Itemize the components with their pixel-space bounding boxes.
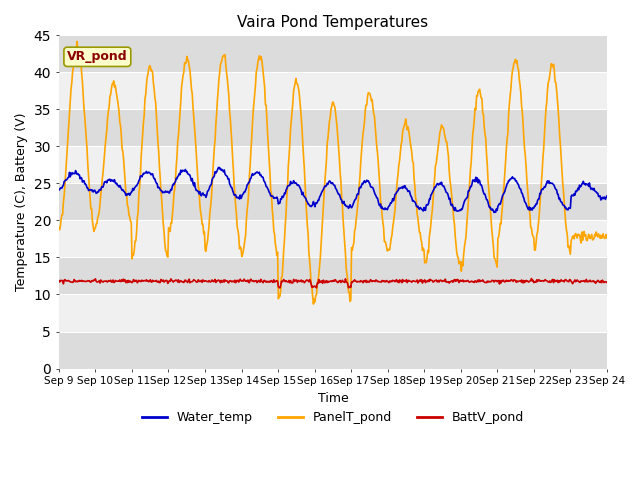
Bar	[59, 257, 607, 295]
Bar	[59, 183, 607, 220]
X-axis label: Time: Time	[317, 392, 348, 405]
Bar	[59, 332, 607, 369]
Legend: Water_temp, PanelT_pond, BattV_pond: Water_temp, PanelT_pond, BattV_pond	[136, 406, 529, 429]
Bar	[59, 146, 607, 183]
Title: Vaira Pond Temperatures: Vaira Pond Temperatures	[237, 15, 428, 30]
Y-axis label: Temperature (C), Battery (V): Temperature (C), Battery (V)	[15, 113, 28, 291]
Bar	[59, 109, 607, 146]
Bar	[59, 72, 607, 109]
Text: VR_pond: VR_pond	[67, 50, 127, 63]
Bar	[59, 220, 607, 257]
Bar	[59, 295, 607, 332]
Bar	[59, 36, 607, 72]
